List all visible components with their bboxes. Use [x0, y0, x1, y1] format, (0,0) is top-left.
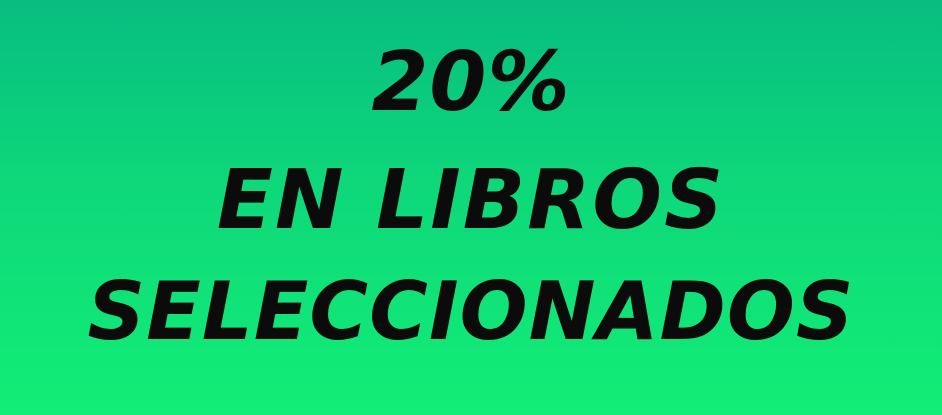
- promo-subject: EN LIBROS: [216, 153, 726, 248]
- promo-qualifier: SELECCIONADOS: [87, 265, 855, 358]
- discount-percentage: 20%: [371, 35, 571, 130]
